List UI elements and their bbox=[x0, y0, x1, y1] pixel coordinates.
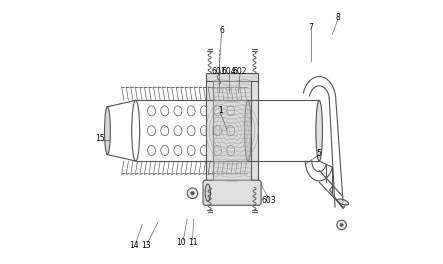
Text: 1: 1 bbox=[218, 106, 222, 115]
FancyBboxPatch shape bbox=[206, 75, 213, 186]
Circle shape bbox=[340, 223, 343, 227]
Bar bbox=[206, 181, 258, 189]
FancyBboxPatch shape bbox=[251, 75, 258, 186]
Bar bbox=[213, 81, 251, 181]
Bar bbox=[206, 73, 258, 81]
Ellipse shape bbox=[245, 100, 251, 161]
Text: 5: 5 bbox=[317, 149, 322, 158]
Circle shape bbox=[190, 191, 194, 195]
Text: 604: 604 bbox=[222, 67, 236, 76]
Text: 603: 603 bbox=[262, 196, 276, 205]
Ellipse shape bbox=[337, 199, 349, 205]
Text: 602: 602 bbox=[233, 67, 247, 76]
Text: 8: 8 bbox=[335, 13, 340, 22]
Text: 11: 11 bbox=[188, 238, 197, 247]
Ellipse shape bbox=[316, 100, 323, 161]
Text: 6: 6 bbox=[219, 26, 224, 35]
Circle shape bbox=[187, 188, 198, 199]
Text: 13: 13 bbox=[141, 241, 151, 250]
Circle shape bbox=[337, 220, 346, 230]
Text: 14: 14 bbox=[129, 241, 139, 250]
Ellipse shape bbox=[205, 184, 210, 201]
Ellipse shape bbox=[105, 107, 110, 154]
FancyBboxPatch shape bbox=[203, 180, 261, 205]
Text: 601: 601 bbox=[212, 67, 226, 76]
Text: 7: 7 bbox=[309, 23, 314, 32]
Text: 15: 15 bbox=[95, 134, 105, 143]
Text: 10: 10 bbox=[176, 238, 185, 247]
